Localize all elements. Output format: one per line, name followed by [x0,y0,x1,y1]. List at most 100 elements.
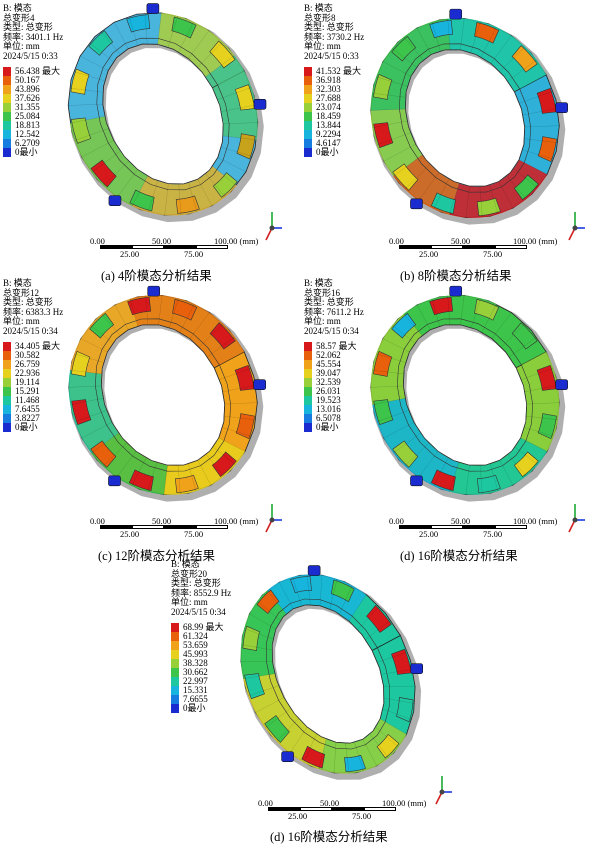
legend-swatch [3,396,11,405]
timestamp: 2024/5/15 0:33 [304,52,364,62]
ring-model-b [360,6,570,232]
mounting-tab [148,286,160,296]
ring-model-c [58,283,268,509]
caption-e: (d) 16阶模态分析结果 [270,826,388,845]
legend-swatch [171,632,179,641]
mounting-tab [254,99,266,109]
legend-label: 0最小 [316,423,339,432]
info-block: B: 模态 总变形8 类型: 总变形 频率: 3730.2 Hz 单位: mm … [304,4,364,62]
legend-swatch [304,351,312,360]
ring-model-d [360,283,570,509]
scale-label: 25.00 [419,529,438,539]
caption-b: (b) 8阶模态分析结果 [400,265,511,284]
legend-swatch [304,405,312,414]
legend-swatch [304,414,312,423]
legend-swatch [171,695,179,704]
legend-swatch [171,668,179,677]
legend-swatch [3,121,11,130]
mounting-tab [308,566,320,576]
mounting-tab [410,199,422,209]
scale-label: 75.00 [184,529,203,539]
mounting-tab [254,380,266,390]
legend-swatch [171,650,179,659]
triad-origin [440,790,445,795]
legend-swatch [3,94,11,103]
legend-swatch [304,378,312,387]
mounting-tab [450,9,462,19]
legend-swatch [304,360,312,369]
legend-swatch [3,360,11,369]
legend-swatch [304,369,312,378]
legend-swatch [304,94,312,103]
scale-label: 25.00 [419,249,438,259]
legend-swatch [304,76,312,85]
mounting-tab [147,4,159,14]
legend-label: 0最小 [316,148,339,157]
timestamp: 2024/5/15 0:34 [3,327,63,337]
mounting-tab [556,103,568,113]
legend-swatch [3,342,11,351]
legend-swatch [304,67,312,76]
legend-swatch [304,139,312,148]
timestamp: 2024/5/15 0:34 [171,608,231,618]
mounting-tab [108,476,120,486]
legend-swatch [3,387,11,396]
info-block: B: 模态 总变形12 类型: 总变形 频率: 6383.3 Hz 单位: mm… [3,279,63,337]
legend-label: 0最小 [15,423,38,432]
triad-origin [573,518,578,523]
scale-label: 75.00 [352,811,371,821]
ring-model-e [228,562,428,786]
legend-swatch [3,414,11,423]
timestamp: 2024/5/15 0:34 [304,327,364,337]
legend-swatch [171,704,179,713]
legend-swatch [171,641,179,650]
legend-swatch [171,677,179,686]
legend-swatch [3,351,11,360]
legend-swatch [171,623,179,632]
scale-label: 25.00 [288,811,307,821]
timestamp: 2024/5/15 0:33 [3,52,63,62]
mounting-tab [109,196,121,206]
legend-swatch [304,423,312,432]
legend-swatch [3,67,11,76]
legend-swatch [304,121,312,130]
legend-swatch [3,148,11,157]
scale-label: 75.00 [483,529,502,539]
mounting-tab [556,380,568,390]
legend-swatch [304,148,312,157]
legend-swatch [3,103,11,112]
legend-swatch [304,130,312,139]
info-block: B: 模态 总变形20 类型: 总变形 频率: 8552.9 Hz 单位: mm… [171,560,231,618]
mounting-tab [411,664,423,674]
legend-swatch [3,405,11,414]
legend-swatch [3,369,11,378]
mounting-tab [282,752,294,762]
mounting-tab [410,476,422,486]
legend-swatch [171,659,179,668]
scale-label: 25.00 [120,529,139,539]
legend-swatch [3,378,11,387]
ring-model-a [58,2,268,232]
legend-swatch [3,423,11,432]
scale-label: 25.00 [120,249,139,259]
triad-origin [270,226,275,231]
triad-origin [573,226,578,231]
mounting-tab [450,286,462,296]
scale-label: 75.00 [184,249,203,259]
legend-swatch [3,76,11,85]
legend-swatch [3,85,11,94]
legend-swatch [304,103,312,112]
legend-label: 0最小 [15,148,38,157]
legend-swatch [171,686,179,695]
legend-swatch [3,112,11,121]
legend-swatch [304,342,312,351]
legend-label: 0最小 [183,704,206,713]
legend-swatch [304,85,312,94]
legend-swatch [304,396,312,405]
triad-origin [270,518,275,523]
